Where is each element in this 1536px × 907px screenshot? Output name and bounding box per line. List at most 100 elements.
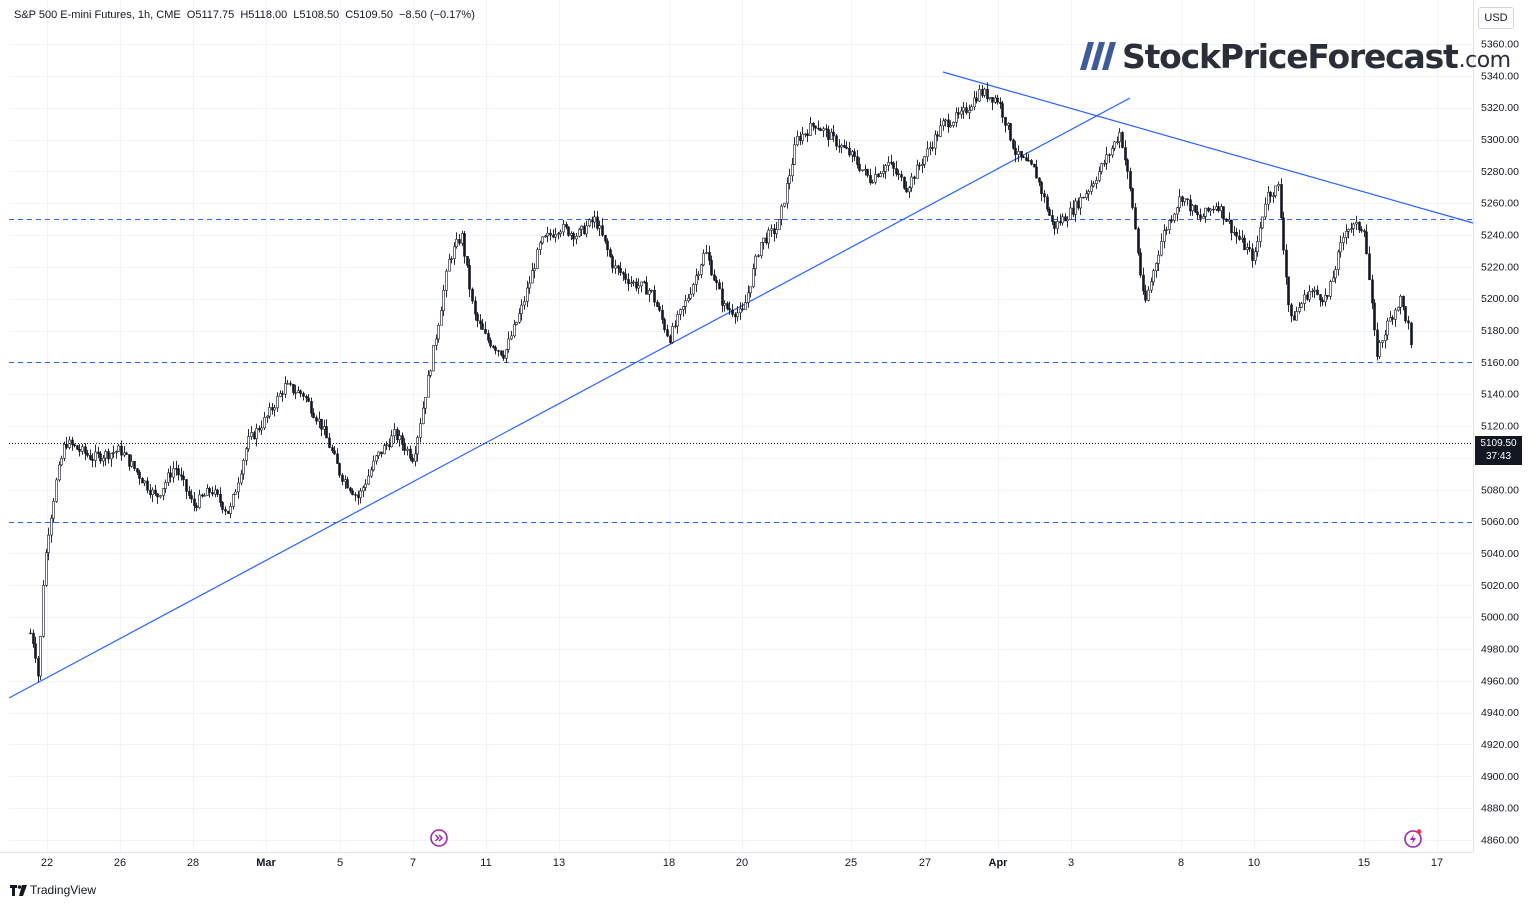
- candle-body: [1082, 196, 1085, 199]
- candle-body: [375, 455, 378, 462]
- candle-body: [882, 171, 885, 174]
- lightning-icon[interactable]: [1403, 828, 1423, 848]
- candle-body: [435, 338, 438, 346]
- tradingview-branding[interactable]: TradingView: [10, 883, 96, 897]
- candle-body: [931, 147, 934, 149]
- symbol-title[interactable]: S&P 500 E-mini Futures, 1h, CME: [14, 9, 181, 21]
- candle-body: [562, 224, 565, 233]
- price-tick-label: 5060.00: [1481, 516, 1519, 528]
- candle-body: [682, 306, 685, 310]
- candle-body: [658, 306, 661, 311]
- candle-body: [1202, 216, 1205, 219]
- candle-body: [614, 265, 617, 269]
- candle-body: [385, 444, 388, 446]
- candle-body: [1199, 214, 1202, 219]
- candle-body: [598, 225, 601, 229]
- candle-body: [754, 255, 757, 269]
- candle-body: [1092, 183, 1095, 187]
- candle-body: [684, 300, 687, 307]
- candle-body: [728, 308, 731, 311]
- candle-body: [169, 472, 172, 478]
- candle-body: [978, 89, 981, 102]
- candle-body: [29, 632, 32, 635]
- candle-body: [934, 134, 937, 149]
- candle-body: [715, 279, 718, 283]
- candle-body: [281, 393, 284, 395]
- candle-body: [505, 349, 508, 359]
- candle-body: [245, 448, 248, 461]
- price-axis[interactable]: 4860.00 4880.00 4900.00 4920.00 4940.00 4960.…: [1481, 39, 1519, 847]
- candle-body: [1077, 200, 1080, 209]
- candle-body: [1173, 213, 1176, 221]
- candle-body: [913, 176, 916, 179]
- time-tick-label: 17: [1431, 857, 1443, 869]
- candle-body: [645, 282, 648, 295]
- candle-body: [325, 426, 328, 439]
- candle-body: [858, 164, 861, 171]
- candle-body: [263, 417, 266, 429]
- candle-body: [1139, 252, 1142, 276]
- candle-body: [266, 415, 269, 418]
- candle-body: [606, 240, 609, 251]
- candle-body: [234, 491, 237, 495]
- open-value: O5117.75: [186, 9, 235, 21]
- candle-body: [812, 123, 815, 127]
- candle-body: [151, 489, 154, 496]
- candles: [29, 82, 1413, 683]
- candle-body: [1033, 163, 1036, 168]
- candle-body: [1108, 154, 1111, 156]
- candle-body: [1397, 306, 1400, 311]
- candle-body: [1293, 315, 1296, 321]
- time-axis[interactable]: 22 26 28 Mar 5 7 11 13 18 20 25 27 Apr 3 8 10 15 17: [41, 857, 1443, 869]
- candle-body: [286, 383, 289, 385]
- price-tick-label: 5200.00: [1481, 293, 1519, 305]
- candle-body: [156, 493, 159, 498]
- candle-body: [1243, 237, 1246, 250]
- candle-body: [627, 279, 630, 285]
- candle-body: [1352, 223, 1355, 229]
- candle-body: [1355, 221, 1358, 225]
- candle-body: [747, 292, 750, 303]
- candle-body: [796, 136, 799, 146]
- candle-body: [1334, 269, 1337, 279]
- candle-body: [312, 412, 315, 418]
- candle-body: [1261, 216, 1264, 229]
- candle-body: [107, 451, 110, 460]
- candle-body: [242, 460, 245, 475]
- symbol-legend: S&P 500 E-mini Futures, 1h, CME O5117.75…: [14, 9, 478, 21]
- candle-body: [1410, 322, 1413, 345]
- low-value: L5108.50: [293, 9, 340, 21]
- candle-body: [832, 131, 835, 137]
- candle-body: [949, 125, 952, 128]
- candle-body: [1121, 132, 1124, 148]
- candle-body: [944, 119, 947, 122]
- candle-body: [341, 474, 344, 482]
- candle-body: [1269, 192, 1272, 197]
- candle-body: [741, 308, 744, 310]
- candle-body: [520, 304, 523, 314]
- candle-body: [1225, 218, 1228, 222]
- candle-body: [689, 293, 692, 299]
- candle-body: [1051, 215, 1054, 222]
- time-tick-label: 11: [480, 857, 491, 869]
- double-chevron-right-icon[interactable]: [430, 829, 448, 847]
- candle-body: [845, 146, 848, 149]
- candle-body: [557, 233, 560, 235]
- candle-body: [1350, 228, 1353, 230]
- candle-body: [513, 324, 516, 337]
- candle-body: [1069, 207, 1072, 220]
- candle-body: [333, 450, 336, 455]
- time-tick-label: 27: [919, 857, 931, 869]
- candle-body: [1235, 232, 1238, 237]
- candle-body: [336, 453, 339, 464]
- candle-body: [224, 509, 227, 512]
- price-tick-label: 4920.00: [1481, 739, 1519, 751]
- candle-body: [1212, 208, 1215, 211]
- candle-body: [1264, 203, 1267, 218]
- currency-button[interactable]: USD: [1478, 7, 1514, 29]
- candle-body: [1404, 306, 1407, 322]
- candle-body: [752, 268, 755, 288]
- candle-body: [50, 517, 53, 536]
- candle-body: [289, 383, 292, 385]
